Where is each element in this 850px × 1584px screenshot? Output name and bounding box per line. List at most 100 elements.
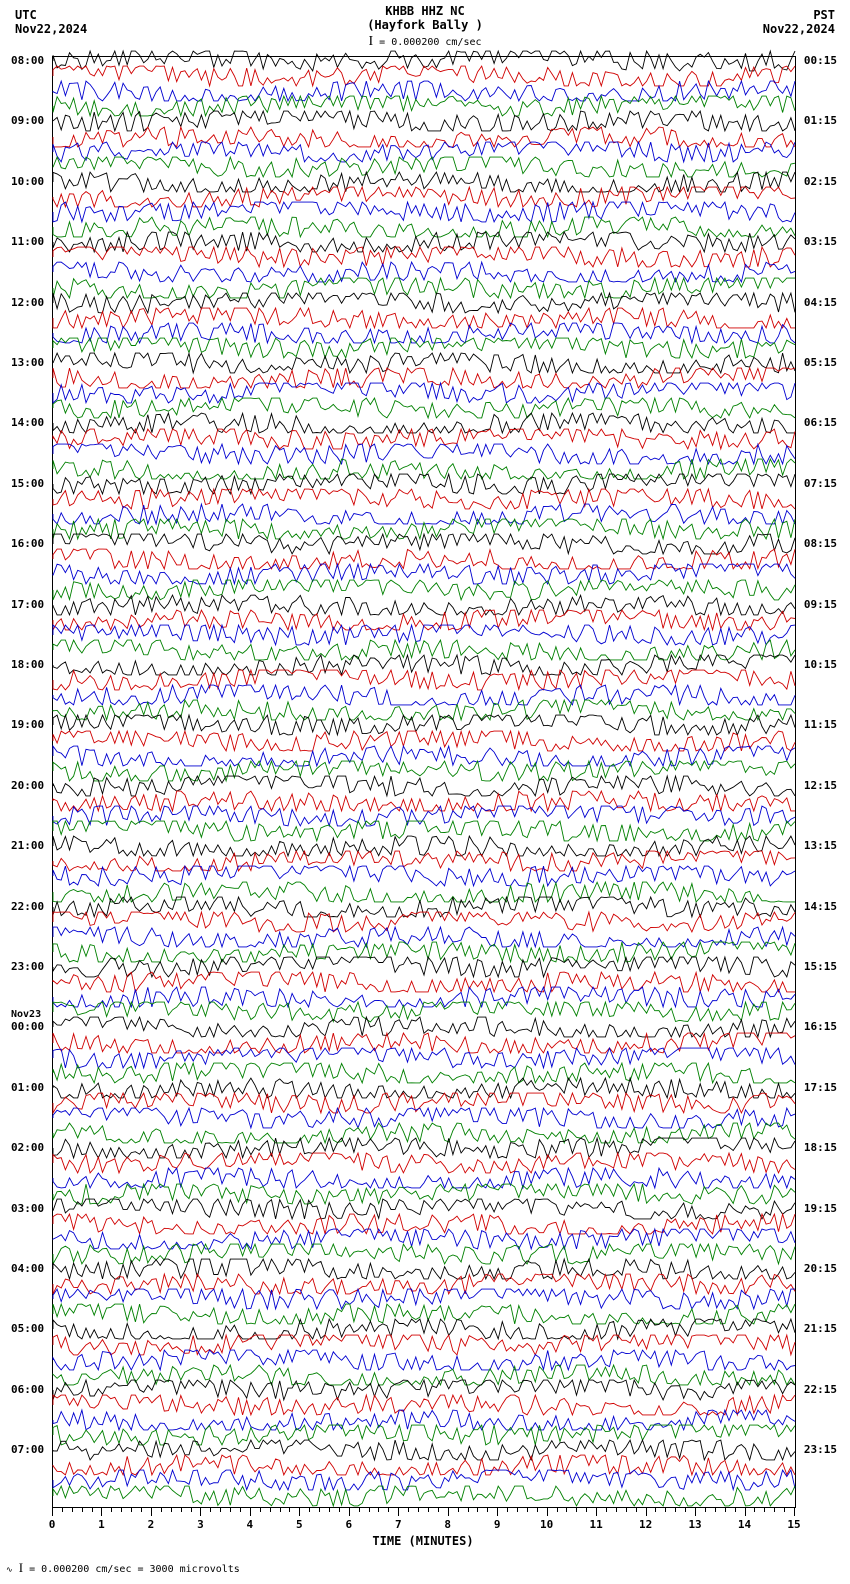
pst-hour-label: 09:15 — [804, 598, 837, 611]
xaxis-tick-minor — [270, 1508, 271, 1512]
xaxis-tick-major — [151, 1508, 152, 1516]
footer-text: = 0.000200 cm/sec = 3000 microvolts — [29, 1564, 240, 1575]
xaxis-tick-minor — [339, 1508, 340, 1512]
pst-hour-label: 06:15 — [804, 416, 837, 429]
xaxis-tick-minor — [210, 1508, 211, 1512]
xaxis-tick-major — [695, 1508, 696, 1516]
utc-hour-label: 06:00 — [11, 1383, 44, 1396]
xaxis-tick-label: 13 — [688, 1518, 701, 1531]
xaxis-tick-minor — [171, 1508, 172, 1512]
xaxis-tick-label: 9 — [494, 1518, 501, 1531]
xaxis-tick-minor — [586, 1508, 587, 1512]
xaxis-tick-label: 4 — [247, 1518, 254, 1531]
xaxis-tick-minor — [507, 1508, 508, 1512]
xaxis-tick-minor — [527, 1508, 528, 1512]
pst-hour-label: 00:15 — [804, 54, 837, 67]
xaxis-tick-minor — [92, 1508, 93, 1512]
xaxis-tick-minor — [636, 1508, 637, 1512]
pst-hour-label: 02:15 — [804, 175, 837, 188]
xaxis-tick-minor — [141, 1508, 142, 1512]
xaxis-tick-minor — [754, 1508, 755, 1512]
pst-hour-label: 11:15 — [804, 718, 837, 731]
xaxis-tick-major — [398, 1508, 399, 1516]
utc-hour-label: 03:00 — [11, 1202, 44, 1215]
xaxis-tick-minor — [82, 1508, 83, 1512]
xaxis-tick-major — [250, 1508, 251, 1516]
utc-hour-label: 02:00 — [11, 1141, 44, 1154]
xaxis-tick-minor — [72, 1508, 73, 1512]
pst-hour-label: 01:15 — [804, 114, 837, 127]
station-code: KHBB HHZ NC — [385, 4, 464, 18]
xaxis-tick-minor — [309, 1508, 310, 1512]
utc-hour-label: 13:00 — [11, 356, 44, 369]
xaxis-tick-label: 5 — [296, 1518, 303, 1531]
time-axis: TIME (MINUTES) 0123456789101112131415 — [52, 1508, 794, 1548]
footer-scale: ∿ I = 0.000200 cm/sec = 3000 microvolts — [6, 1560, 240, 1576]
xaxis-tick-minor — [329, 1508, 330, 1512]
xaxis-tick-minor — [220, 1508, 221, 1512]
xaxis-tick-label: 11 — [590, 1518, 603, 1531]
utc-hour-label: 15:00 — [11, 477, 44, 490]
pst-hour-label: 21:15 — [804, 1322, 837, 1335]
xaxis-tick-minor — [517, 1508, 518, 1512]
xaxis-tick-minor — [665, 1508, 666, 1512]
pst-hour-label: 17:15 — [804, 1081, 837, 1094]
xaxis-tick-minor — [626, 1508, 627, 1512]
xaxis-tick-minor — [735, 1508, 736, 1512]
xaxis-tick-major — [646, 1508, 647, 1516]
xaxis-tick-label: 8 — [444, 1518, 451, 1531]
pst-hour-label: 19:15 — [804, 1202, 837, 1215]
xaxis-tick-major — [547, 1508, 548, 1516]
utc-hour-label: 01:00 — [11, 1081, 44, 1094]
xaxis-tick-minor — [62, 1508, 63, 1512]
utc-hour-label: 17:00 — [11, 598, 44, 611]
xaxis-tick-minor — [111, 1508, 112, 1512]
xaxis-tick-minor — [388, 1508, 389, 1512]
xaxis-tick-label: 12 — [639, 1518, 652, 1531]
station-header: KHBB HHZ NC (Hayfork Bally ) — [367, 4, 483, 32]
xaxis-tick-minor — [774, 1508, 775, 1512]
xaxis-tick-minor — [675, 1508, 676, 1512]
utc-hour-label: 05:00 — [11, 1322, 44, 1335]
xaxis-tick-label: 3 — [197, 1518, 204, 1531]
xaxis-tick-minor — [240, 1508, 241, 1512]
pst-hour-label: 12:15 — [804, 779, 837, 792]
utc-hour-label: 04:00 — [11, 1262, 44, 1275]
pst-hour-label: 14:15 — [804, 900, 837, 913]
utc-date: Nov22,2024 — [15, 22, 87, 36]
xaxis-tick-label: 7 — [395, 1518, 402, 1531]
helicorder-plot: 08:0000:1509:0001:1510:0002:1511:0003:15… — [52, 56, 796, 1508]
pst-hour-label: 13:15 — [804, 839, 837, 852]
pst-hour-label: 05:15 — [804, 356, 837, 369]
xaxis-tick-minor — [181, 1508, 182, 1512]
xaxis-tick-label: 1 — [98, 1518, 105, 1531]
xaxis-tick-minor — [477, 1508, 478, 1512]
xaxis-tick-minor — [428, 1508, 429, 1512]
xaxis-tick-minor — [359, 1508, 360, 1512]
xaxis-tick-minor — [438, 1508, 439, 1512]
xaxis-title: TIME (MINUTES) — [372, 1534, 473, 1548]
utc-tz-label: UTC — [15, 8, 37, 22]
xaxis-tick-major — [497, 1508, 498, 1516]
pst-hour-label: 04:15 — [804, 296, 837, 309]
scale-indicator: I = 0.000200 cm/sec — [368, 34, 481, 50]
xaxis-tick-minor — [280, 1508, 281, 1512]
utc-hour-label: 11:00 — [11, 235, 44, 248]
xaxis-tick-label: 0 — [49, 1518, 56, 1531]
xaxis-tick-minor — [191, 1508, 192, 1512]
xaxis-tick-minor — [685, 1508, 686, 1512]
utc-hour-label: 16:00 — [11, 537, 44, 550]
xaxis-tick-minor — [161, 1508, 162, 1512]
pst-header: PST Nov22,2024 — [763, 8, 835, 36]
utc-hour-label: 09:00 — [11, 114, 44, 127]
xaxis-tick-minor — [616, 1508, 617, 1512]
helicorder-container: UTC Nov22,2024 KHBB HHZ NC (Hayfork Ball… — [0, 0, 850, 1584]
xaxis-tick-minor — [230, 1508, 231, 1512]
xaxis-tick-major — [52, 1508, 53, 1516]
xaxis-tick-minor — [606, 1508, 607, 1512]
xaxis-tick-minor — [319, 1508, 320, 1512]
pst-hour-label: 07:15 — [804, 477, 837, 490]
pst-hour-label: 16:15 — [804, 1020, 837, 1033]
xaxis-tick-minor — [537, 1508, 538, 1512]
xaxis-tick-minor — [715, 1508, 716, 1512]
